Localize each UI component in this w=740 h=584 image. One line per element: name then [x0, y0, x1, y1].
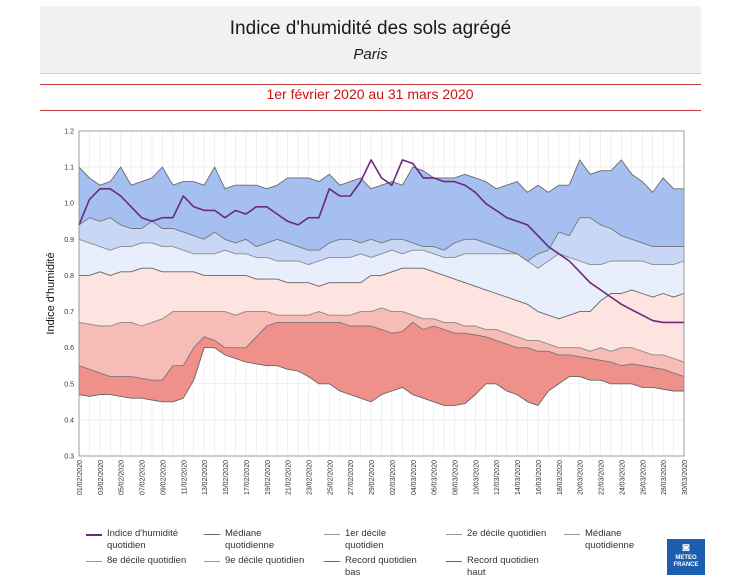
logo-line1: METEO: [675, 555, 697, 561]
legend-item: 2e décile quotidien: [446, 528, 549, 540]
y-tick-label: 0.4: [64, 417, 74, 424]
legend-swatch: [204, 534, 220, 535]
x-tick-label: 16/03/2020: [536, 460, 543, 495]
y-tick-label: 1.2: [64, 129, 74, 136]
x-tick-label: 14/03/2020: [515, 460, 522, 495]
x-tick-label: 07/02/2020: [140, 460, 147, 495]
x-tick-label: 08/03/2020: [453, 460, 460, 495]
x-tick-label: 09/02/2020: [160, 460, 167, 495]
band-record-quotidien-bas: [79, 322, 684, 406]
x-tick-label: 13/02/2020: [202, 460, 209, 495]
legend-item: 8e décile quotidien: [86, 555, 189, 567]
legend-label: Médiane quotidienne: [225, 528, 275, 551]
x-tick-label: 15/02/2020: [223, 460, 230, 495]
legend-label: 1er décile quotidien: [345, 528, 387, 551]
x-tick-label: 23/02/2020: [306, 460, 313, 495]
legend-item: Record quotidien bas: [324, 555, 427, 579]
series-line-8e-d-cile-quotidien: [78, 238, 685, 269]
period-divider-bottom: [40, 110, 701, 111]
x-tick-label: 12/03/2020: [494, 460, 501, 495]
y-tick-label: 0.6: [64, 345, 74, 352]
legend-swatch: [324, 534, 340, 535]
legend-label: 9e décile quotidien: [225, 555, 305, 566]
x-tick-label: 22/03/2020: [599, 460, 606, 495]
x-tick-label: 17/02/2020: [244, 460, 251, 495]
chart-subtitle: Paris: [353, 46, 388, 63]
period-label: 1er février 2020 au 31 mars 2020: [266, 86, 474, 102]
x-tick-label: 28/03/2020: [661, 460, 668, 495]
band-2e-d-cile-quotidien: [79, 268, 684, 363]
band-1er-d-cile-quotidien: [79, 307, 684, 381]
legend-label: Médiane quotidienne: [585, 528, 635, 551]
legend-swatch: [204, 561, 220, 562]
plot-frame: [78, 130, 685, 457]
x-tick-label: 20/03/2020: [578, 460, 585, 495]
x-tick-label: 05/02/2020: [119, 460, 126, 495]
y-tick-label: 1.1: [64, 165, 74, 172]
y-tick-label: 0.8: [64, 273, 74, 280]
series-line-1er-d-cile-quotidien: [78, 321, 685, 381]
x-tick-label: 21/02/2020: [286, 460, 293, 495]
y-axis-label: Indice d'humidité: [45, 252, 57, 334]
logo-line2: FRANCE: [673, 562, 699, 568]
legend-item: Médiane quotidienne: [204, 528, 307, 552]
series-line-2e-d-cile-quotidien: [78, 307, 685, 363]
legend-label: Indice d'humidité quotidien: [107, 528, 178, 551]
x-tick-label: 06/03/2020: [432, 460, 439, 495]
band-9e-d-cile-quotidien: [79, 159, 684, 261]
x-tick-label: 27/02/2020: [348, 460, 355, 495]
legend-swatch: [564, 534, 580, 535]
series-line-record-quotidien-haut: [78, 159, 684, 193]
legend-item: 9e décile quotidien: [204, 555, 307, 567]
logo-symbol: ◙: [682, 540, 690, 554]
legend-swatch: [446, 534, 462, 535]
legend-label: Record quotidien haut: [467, 555, 539, 578]
header-box: Indice d'humidité des sols agrégé Paris: [40, 6, 701, 74]
x-tick-label: 18/03/2020: [557, 460, 564, 495]
x-tick-label: 11/02/2020: [181, 460, 188, 495]
period-divider-top: [40, 84, 701, 85]
x-tick-label: 24/03/2020: [619, 460, 626, 495]
series-line-m-diane-quotidienne: [79, 267, 685, 320]
y-tick-label: 0.3: [64, 454, 74, 461]
legend: Indice d'humidité quotidien Médiane quoti…: [86, 528, 656, 582]
x-tick-label: 19/02/2020: [265, 460, 272, 495]
x-tick-label: 04/03/2020: [411, 460, 418, 495]
meteo-france-logo: ◙ METEO FRANCE: [667, 539, 705, 575]
y-tick-label: 0.7: [64, 309, 74, 316]
band-m-diane-quotidienne: [79, 239, 684, 319]
x-tick-label: 29/02/2020: [369, 460, 376, 495]
x-tick-label: 01/02/2020: [77, 460, 84, 495]
x-tick-label: 26/03/2020: [640, 460, 647, 495]
series-line-indice-d-humidit-quotidien: [78, 159, 684, 324]
x-tick-label: 02/03/2020: [390, 460, 397, 495]
x-tick-label: 03/02/2020: [98, 460, 105, 495]
legend-item: Médiane quotidienne: [564, 528, 667, 552]
legend-label: 8e décile quotidien: [107, 555, 187, 566]
y-tick-label: 1.0: [64, 201, 74, 208]
legend-label: Record quotidien bas: [345, 555, 417, 578]
chart-title: Indice d'humidité des sols agrégé: [229, 18, 512, 39]
series-line-9e-d-cile-quotidien: [78, 217, 684, 262]
legend-swatch: [86, 534, 102, 536]
legend-swatch: [446, 561, 462, 562]
x-tick-label: 10/03/2020: [473, 460, 480, 495]
legend-swatch: [324, 561, 340, 562]
legend-item: Record quotidien haut: [446, 555, 549, 579]
legend-item: 1er décile quotidien: [324, 528, 427, 552]
legend-swatch: [86, 561, 102, 562]
y-tick-label: 0.9: [64, 237, 74, 244]
legend-item: Indice d'humidité quotidien: [86, 528, 189, 552]
series-line-record-quotidien-bas: [78, 347, 684, 406]
x-tick-label: 25/02/2020: [327, 460, 334, 495]
legend-label: 2e décile quotidien: [467, 528, 547, 539]
y-tick-label: 0.5: [64, 381, 74, 388]
x-tick-label: 30/03/2020: [682, 460, 689, 495]
